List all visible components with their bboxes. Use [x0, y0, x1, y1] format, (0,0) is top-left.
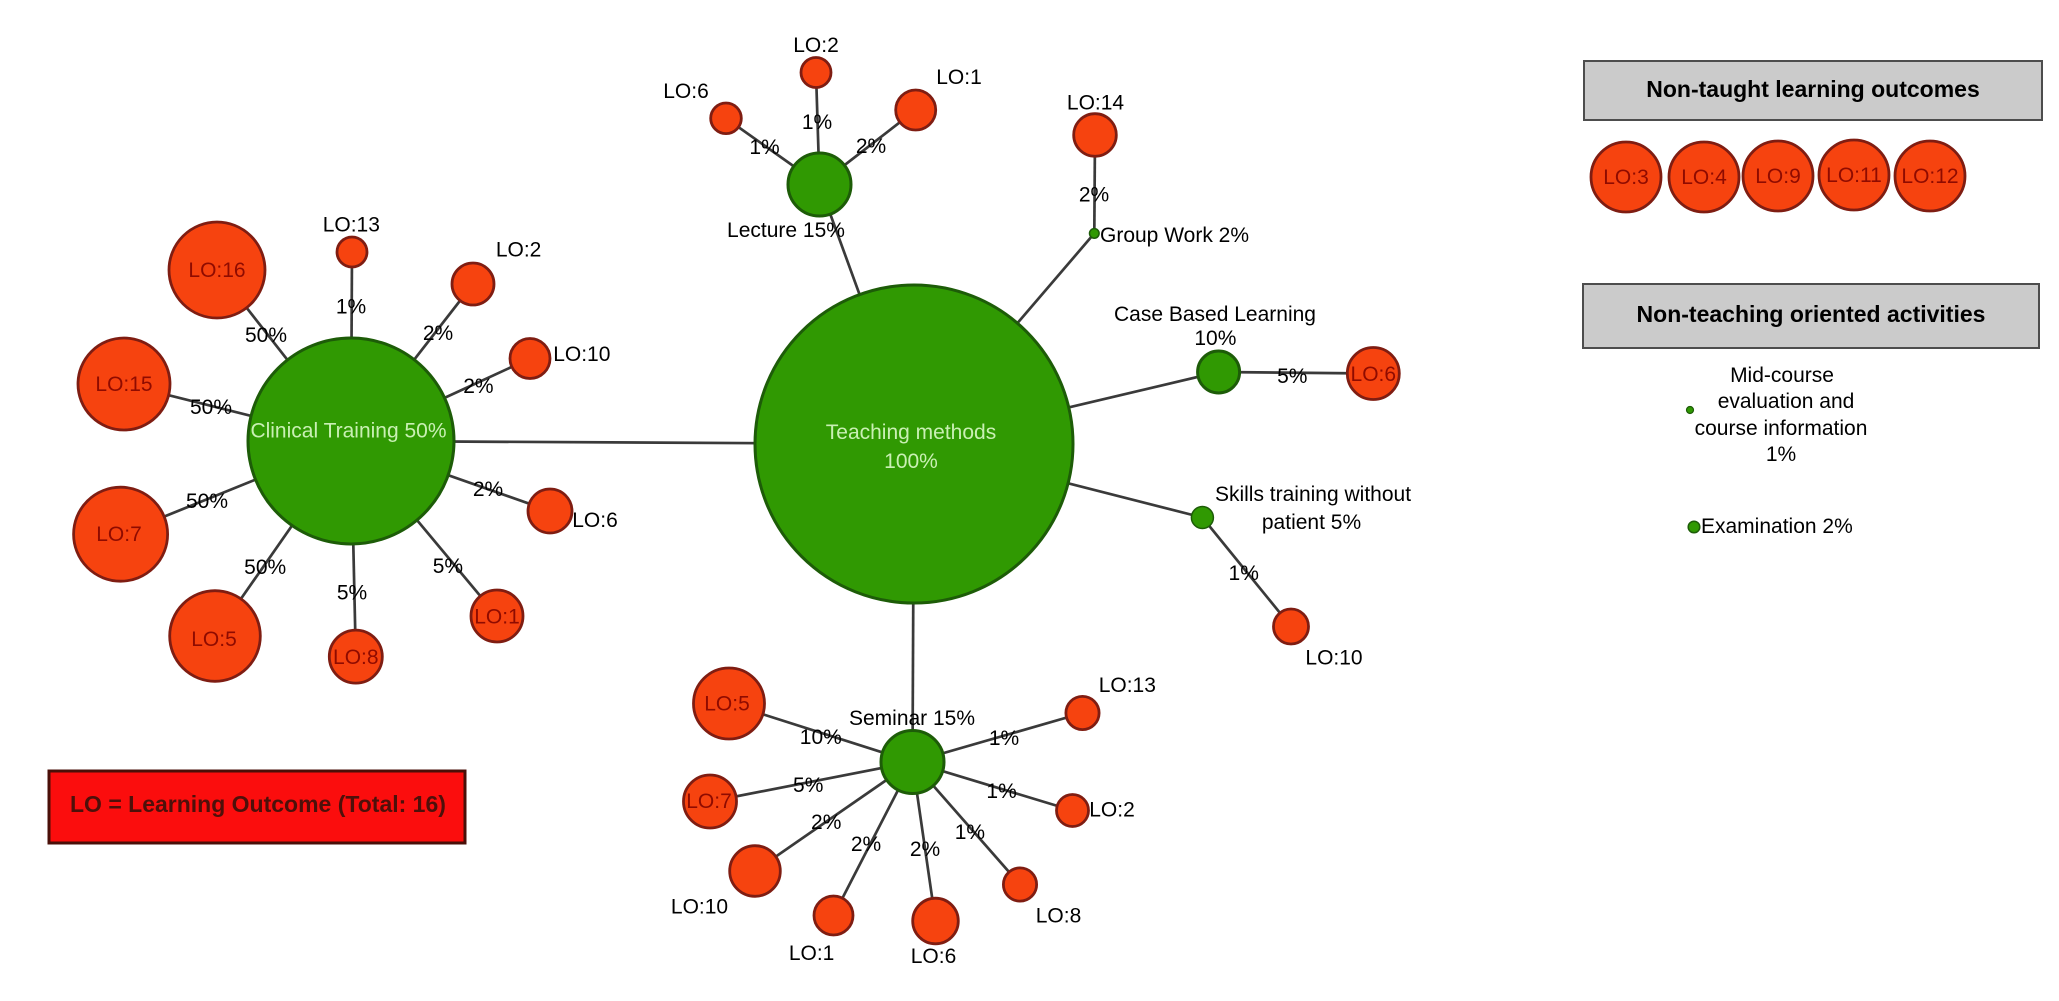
- svg-text:LO:10: LO:10: [1305, 647, 1362, 670]
- svg-text:Examination 2%: Examination 2%: [1701, 515, 1853, 538]
- svg-text:LO:10: LO:10: [671, 896, 728, 919]
- svg-text:LO:4: LO:4: [1681, 166, 1727, 189]
- svg-text:Non-teaching oriented activiti: Non-teaching oriented activities: [1637, 301, 1986, 327]
- svg-text:1%: 1%: [749, 136, 779, 159]
- svg-text:LO:5: LO:5: [704, 693, 750, 716]
- svg-text:1%: 1%: [802, 111, 832, 134]
- svg-text:evaluation and: evaluation and: [1718, 390, 1855, 413]
- svg-text:1%: 1%: [1766, 443, 1796, 466]
- svg-text:50%: 50%: [186, 490, 228, 513]
- svg-text:LO:10: LO:10: [553, 343, 610, 366]
- svg-text:LO:6: LO:6: [572, 509, 618, 532]
- svg-text:LO:3: LO:3: [1603, 166, 1649, 189]
- svg-text:LO:11: LO:11: [1826, 164, 1882, 187]
- svg-text:2%: 2%: [1079, 184, 1109, 207]
- svg-text:Lecture 15%: Lecture 15%: [727, 219, 845, 242]
- svg-text:patient 5%: patient 5%: [1262, 511, 1361, 534]
- svg-text:LO:5: LO:5: [191, 628, 237, 651]
- svg-text:1%: 1%: [989, 727, 1019, 750]
- svg-text:2%: 2%: [851, 833, 881, 856]
- svg-text:5%: 5%: [1277, 365, 1307, 388]
- svg-text:Case Based Learning: Case Based Learning: [1114, 303, 1316, 326]
- svg-text:5%: 5%: [433, 555, 463, 578]
- svg-text:LO:8: LO:8: [1036, 904, 1082, 927]
- svg-text:1%: 1%: [986, 780, 1016, 803]
- svg-text:50%: 50%: [190, 396, 232, 419]
- svg-text:2%: 2%: [423, 322, 453, 345]
- svg-text:LO:1: LO:1: [936, 66, 982, 89]
- svg-text:LO:9: LO:9: [1755, 165, 1801, 188]
- svg-text:LO:1: LO:1: [789, 942, 835, 965]
- svg-text:LO:14: LO:14: [1067, 92, 1125, 115]
- svg-text:50%: 50%: [244, 556, 286, 579]
- svg-text:1%: 1%: [1229, 562, 1259, 585]
- svg-text:LO:13: LO:13: [323, 213, 380, 236]
- svg-text:LO:8: LO:8: [333, 646, 379, 669]
- svg-text:Clinical Training 50%: Clinical Training 50%: [250, 419, 446, 442]
- svg-text:Seminar 15%: Seminar 15%: [849, 707, 975, 730]
- svg-text:LO:7: LO:7: [686, 790, 732, 813]
- svg-text:LO:6: LO:6: [663, 80, 709, 103]
- svg-text:LO:1: LO:1: [474, 606, 520, 629]
- svg-text:LO:2: LO:2: [793, 34, 839, 57]
- svg-text:2%: 2%: [811, 811, 841, 834]
- svg-text:LO:7: LO:7: [96, 523, 142, 546]
- svg-text:10%: 10%: [1194, 327, 1236, 350]
- svg-text:2%: 2%: [463, 375, 493, 398]
- svg-text:LO:6: LO:6: [1351, 363, 1397, 386]
- svg-text:5%: 5%: [793, 774, 823, 797]
- svg-text:2%: 2%: [473, 478, 503, 501]
- svg-text:LO:6: LO:6: [911, 945, 957, 968]
- svg-text:Skills training without: Skills training without: [1215, 483, 1411, 506]
- svg-text:Group Work 2%: Group Work 2%: [1100, 224, 1249, 247]
- svg-text:LO:13: LO:13: [1099, 674, 1156, 697]
- svg-text:LO:2: LO:2: [1089, 799, 1135, 822]
- svg-text:5%: 5%: [337, 582, 367, 605]
- svg-text:Non-taught learning outcomes: Non-taught learning outcomes: [1646, 76, 1980, 102]
- svg-text:course information: course information: [1695, 417, 1868, 440]
- svg-text:Teaching methods: Teaching methods: [826, 421, 996, 444]
- svg-text:1%: 1%: [336, 296, 366, 319]
- svg-text:100%: 100%: [884, 450, 938, 473]
- svg-text:2%: 2%: [910, 838, 940, 861]
- svg-text:Mid-course: Mid-course: [1730, 364, 1834, 387]
- svg-text:LO:12: LO:12: [1901, 165, 1958, 188]
- svg-text:50%: 50%: [245, 324, 287, 347]
- svg-text:LO:15: LO:15: [95, 373, 152, 396]
- svg-text:1%: 1%: [955, 821, 985, 844]
- svg-text:LO = Learning Outcome (Total:: LO = Learning Outcome (Total: 16): [70, 791, 446, 817]
- svg-text:10%: 10%: [800, 726, 842, 749]
- svg-text:LO:2: LO:2: [496, 239, 542, 262]
- svg-text:LO:16: LO:16: [188, 259, 245, 282]
- svg-text:2%: 2%: [856, 135, 886, 158]
